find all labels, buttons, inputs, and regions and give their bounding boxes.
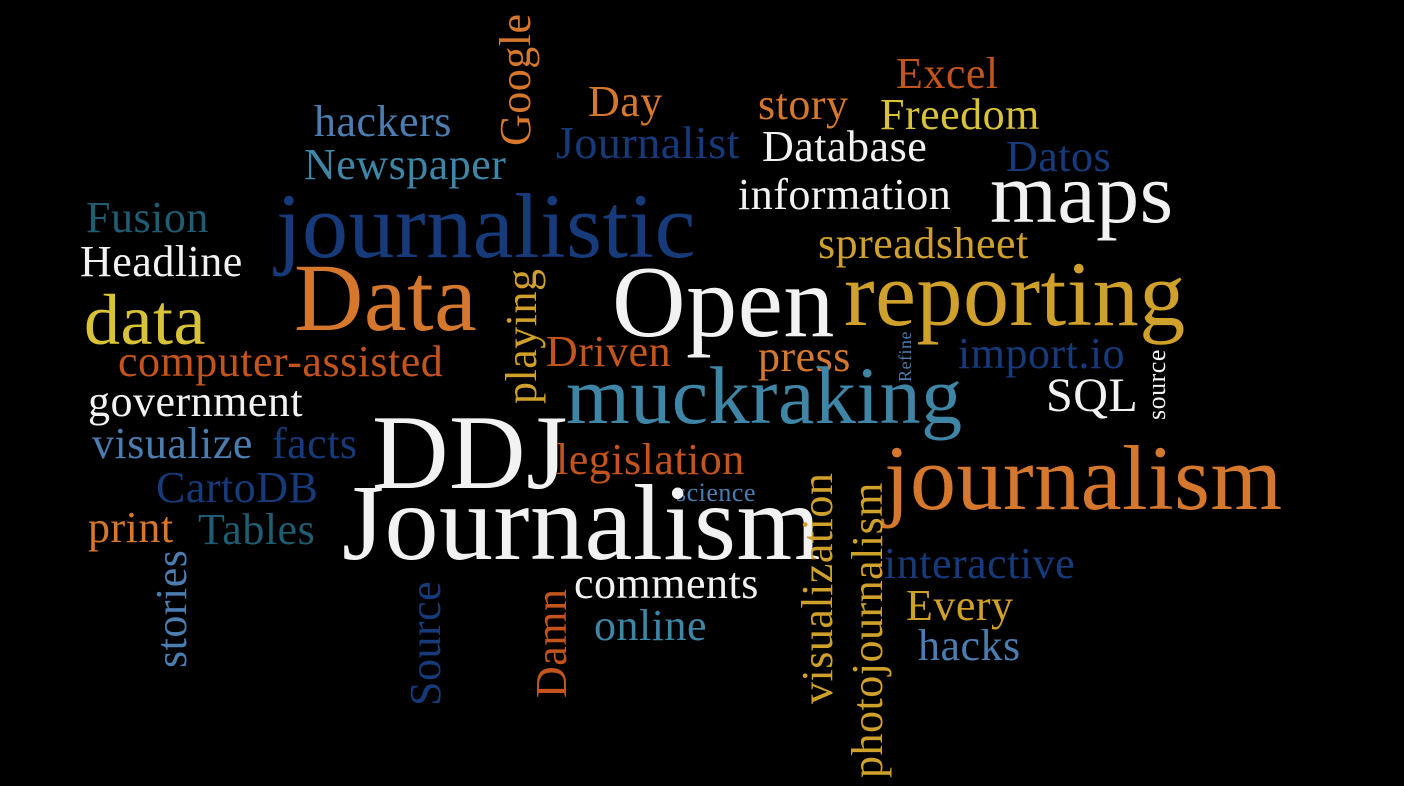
word-day: Day [588,77,663,126]
word-every: Every [906,581,1014,630]
word-journalism-small: journalism [884,427,1283,529]
word-stories: stories [147,549,196,668]
word-damn: Damn [527,588,576,698]
word-online: online [594,601,707,650]
word-source-small: source [1142,349,1171,420]
word-datos: Datos [1006,132,1112,181]
word-cartodb: CartoDB [156,463,319,512]
word-sql: SQL [1046,369,1139,422]
word-hackers: hackers [314,97,452,146]
word-reporting: reporting [844,243,1186,345]
word-journalist: Journalist [556,117,740,168]
word-interactive: interactive [884,539,1076,588]
word-newspaper: Newspaper [304,140,507,189]
word-comments: comments [574,559,759,608]
word-hacks: hacks [918,621,1021,670]
word-computer-assisted: computer-assisted [118,337,444,386]
word-import-io: import.io [958,329,1126,378]
word-journalistic: journalistic [276,175,696,277]
word-print: print [88,503,174,552]
word-information: information [738,170,952,219]
word-freedom: Freedom [880,90,1040,139]
word-visualize: visualize [92,419,253,468]
word-ddj: DDJ [372,394,568,511]
word-press: press [758,332,851,381]
word-headline: Headline [80,237,243,286]
word-maps: maps [990,145,1174,241]
word-refine: Refine [895,331,915,382]
word-muckraking: muckraking [566,350,963,441]
word-photojournalism: photojournalism [843,482,892,778]
word-spreadsheet: spreadsheet [818,219,1029,268]
word-facts: facts [272,419,358,468]
word-database: Database [762,122,928,171]
word-source-big: Source [401,580,450,706]
word-government: government [88,377,304,426]
word-google: Google [491,13,540,146]
word-legislation: legislation [556,435,745,484]
word-tables: Tables [198,505,316,554]
word-science: science [676,478,757,507]
word-fusion: Fusion [86,193,209,242]
word-driven: Driven [546,327,672,376]
word-data-small: data [84,280,206,360]
word-open: Open [612,246,835,359]
word-visualization: visualization [793,472,842,704]
word-excel: Excel [896,49,999,98]
word-journalism-big: Journalism [342,464,821,583]
word-story: story [758,80,849,129]
word-playing: playing [497,268,546,404]
word-data-big: Data [294,244,478,351]
